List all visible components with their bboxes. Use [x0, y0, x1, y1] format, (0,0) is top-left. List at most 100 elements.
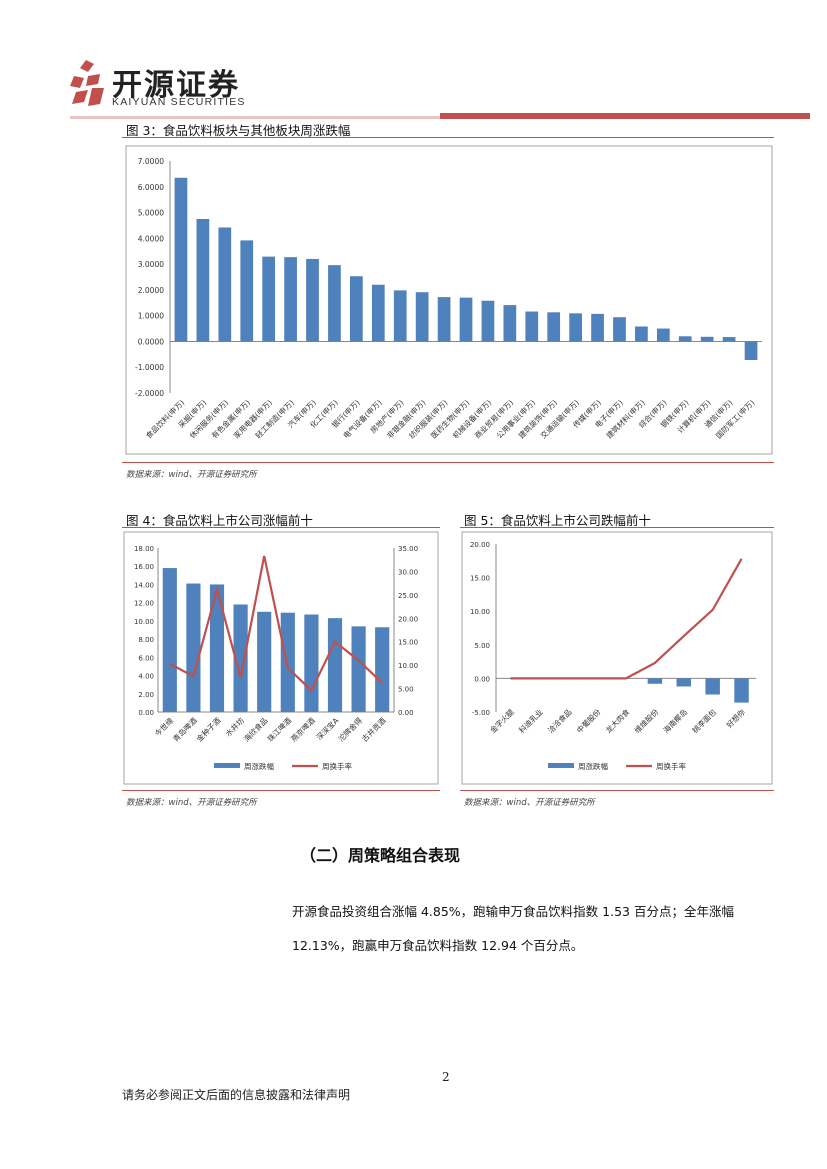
chart3-y-tick-label: 6.0000	[138, 183, 164, 192]
figure4-bottom-rule	[122, 790, 440, 791]
chart3-bar	[656, 328, 670, 342]
chart5-legend-bar-label: 周涨跌幅	[578, 761, 608, 771]
chart4-legend-line-label: 周换手率	[322, 761, 352, 771]
chart3-bar	[525, 311, 539, 342]
figure3-source: 数据来源：wind、开源证券研究所	[126, 470, 257, 480]
figure3-bottom-rule	[122, 462, 774, 463]
section-paragraph: 开源食品投资组合涨幅 4.85%，跑输申万食品饮料指数 1.53 百分点；全年涨…	[292, 895, 792, 963]
chart5-legend-bar-swatch	[548, 763, 574, 768]
chart5-line-series	[510, 558, 743, 680]
chart3-bar	[459, 297, 473, 342]
chart4-left-tick-label: 6.00	[138, 654, 154, 662]
logo-mark-icon	[70, 60, 104, 106]
chart3-y-tick-label: -1.0000	[135, 363, 164, 372]
chart3-y-tick-label: 1.0000	[138, 312, 164, 321]
chart4-left-tick-label: 18.00	[134, 545, 154, 553]
figure5-bottom-rule	[460, 790, 774, 791]
chart3-y-tick-label: -2.0000	[135, 389, 164, 398]
page-number: 2	[442, 1070, 450, 1084]
chart3-bar	[393, 290, 407, 342]
chart3-bar	[613, 317, 626, 342]
chart4-bar	[233, 604, 248, 712]
paragraph-line-2: 12.13%，跑赢申万食品饮料指数 12.94 个百分点。	[292, 938, 584, 953]
chart5-y-tick-label: 15.00	[470, 575, 490, 583]
figure3-title: 图 3：食品饮料板块与其他板块周涨跌幅	[126, 123, 351, 138]
chart4-bar	[209, 584, 225, 712]
chart4-right-tick-label: 0.00	[398, 709, 414, 717]
chart4-line-series	[169, 555, 383, 693]
chart3-y-tick-label: 7.0000	[138, 157, 164, 166]
chart3-bar	[328, 265, 341, 342]
chart4-right-tick-label: 10.00	[398, 662, 418, 670]
chart3-bar	[218, 227, 232, 342]
logo-english-name: KAIYUAN SECURITIES	[112, 96, 246, 108]
chart3-y-tick-label: 0.0000	[138, 337, 164, 346]
figure4-chart: 18.00 16.00 14.00 12.00 10.00 8.00 6.00 4.00 2.0…	[123, 531, 439, 785]
chart3-bar	[481, 300, 495, 342]
chart4-right-tick-label: 5.00	[398, 686, 414, 694]
chart3-bar	[744, 341, 758, 361]
chart3-bar	[503, 305, 517, 342]
figure4-source: 数据来源：wind、开源证券研究所	[126, 798, 257, 808]
figure5-title: 图 5：食品饮料上市公司跌幅前十	[464, 513, 651, 528]
chart4-right-tick-label: 25.00	[398, 592, 418, 600]
chart5-bar	[734, 678, 749, 703]
chart5-bar	[705, 678, 720, 695]
figure5-source: 数据来源：wind、开源证券研究所	[464, 798, 595, 808]
chart4-left-tick-label: 4.00	[138, 673, 154, 681]
chart3-bar	[591, 313, 604, 342]
logo-chinese-name: 开源证券	[112, 68, 240, 103]
chart3-bar	[350, 276, 363, 342]
chart3-bar	[196, 219, 210, 342]
chart4-bar	[351, 626, 366, 712]
chart4-left-tick-label: 12.00	[134, 600, 154, 608]
figure4-top-rule	[122, 527, 440, 528]
chart4-bar	[162, 568, 177, 712]
chart5-y-tick-label: -5.00	[472, 709, 490, 717]
chart3-bar	[415, 292, 429, 342]
chart3-bar	[678, 336, 692, 342]
chart4-left-tick-label: 14.00	[134, 581, 154, 589]
chart5-frame	[461, 531, 773, 785]
figure3-chart: 7.0000 6.0000 5.0000 4.0000 3.0000 2.0000 1.00…	[125, 145, 773, 455]
chart3-bar	[437, 297, 451, 342]
chart5-y-tick-label: 5.00	[474, 642, 490, 650]
chart4-right-tick-label: 20.00	[398, 615, 418, 623]
logo: 开源证券 KAIYUAN SECURITIES	[70, 58, 270, 114]
chart3-y-tick-label: 5.0000	[138, 209, 164, 218]
chart4-bar	[257, 611, 272, 712]
chart4-left-tick-label: 16.00	[134, 563, 154, 571]
chart4-legend-bar-swatch	[214, 763, 240, 768]
chart3-bar	[722, 337, 736, 342]
chart3-bar	[174, 177, 188, 342]
chart5-y-tick-label: 0.00	[474, 675, 490, 683]
chart4-right-tick-label: 35.00	[398, 545, 418, 553]
chart4-bar	[280, 612, 295, 712]
chart4-bar	[327, 618, 343, 712]
chart3-bar	[547, 312, 561, 342]
chart4-legend-bar-label: 周涨跌幅	[244, 761, 274, 771]
chart5-y-tick-label: 20.00	[470, 541, 490, 549]
footer-disclaimer: 请务必参阅正文后面的信息披露和法律声明	[122, 1088, 351, 1102]
chart3-bar	[700, 336, 714, 342]
chart5-bar	[676, 678, 691, 687]
section-title: （二）周策略组合表现	[300, 846, 461, 865]
chart4-left-tick-label: 10.00	[134, 618, 154, 626]
chart3-y-tick-label: 2.0000	[138, 286, 164, 295]
chart4-right-tick-label: 15.00	[398, 639, 418, 647]
header-rule-red	[440, 113, 810, 119]
chart5-legend-line-label: 周换手率	[656, 761, 686, 771]
figure4-title: 图 4：食品饮料上市公司涨幅前十	[126, 513, 313, 528]
chart5-y-tick-label: 10.00	[470, 608, 490, 616]
chart3-bar	[371, 284, 385, 342]
chart3-bar	[284, 257, 297, 342]
figure5-top-rule	[460, 527, 774, 528]
chart4-left-tick-label: 2.00	[138, 691, 154, 699]
header-rule-gray	[70, 116, 440, 119]
chart3-y-tick-label: 4.0000	[138, 234, 164, 243]
chart4-left-tick-label: 8.00	[138, 636, 154, 644]
chart3-y-tick-label: 3.0000	[138, 260, 164, 269]
chart4-bar	[375, 627, 390, 712]
chart5-bar	[647, 678, 663, 684]
